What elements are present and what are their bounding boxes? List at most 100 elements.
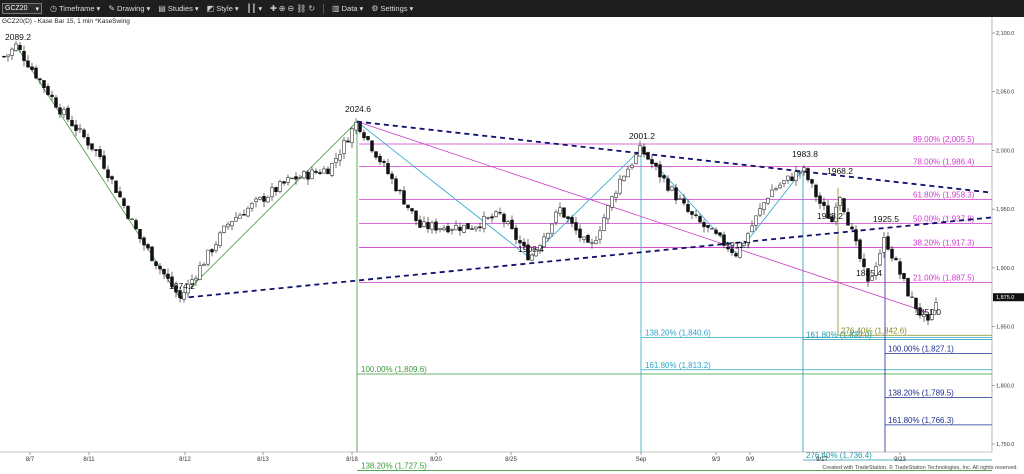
candle-body xyxy=(630,164,634,168)
chart-toolbar: GCZ20 ▾ ◷ Timeframe ▾ ✎ Drawing ▾ ▤ Stud… xyxy=(0,0,1024,17)
candle-body xyxy=(614,192,618,198)
candle-body xyxy=(746,233,750,243)
candle-body xyxy=(598,230,602,240)
candle-body xyxy=(170,276,174,287)
candle-body xyxy=(882,237,886,253)
studies-menu[interactable]: ▤ Studies ▾ xyxy=(158,4,198,13)
price-tick-label: 1,750.0 xyxy=(996,442,1014,448)
candle-body xyxy=(14,43,18,51)
candle-body xyxy=(118,191,122,198)
candle-body xyxy=(458,226,462,231)
chevron-down-icon: ▾ xyxy=(96,4,101,13)
candle-body xyxy=(54,97,58,108)
candle-body xyxy=(478,226,482,229)
candle-body xyxy=(286,177,290,183)
candle-body xyxy=(822,201,826,206)
candle-body xyxy=(426,221,430,230)
candle-body xyxy=(346,140,350,143)
swing-point-label: 1925.5 xyxy=(873,214,899,224)
candle-body xyxy=(470,228,474,230)
candle-body xyxy=(58,107,62,115)
candle-body xyxy=(102,155,106,169)
candle-body xyxy=(190,279,194,285)
candle-body xyxy=(722,234,726,246)
refresh-icon[interactable]: ↻ xyxy=(308,4,316,13)
candle-body xyxy=(414,210,418,221)
candle-body xyxy=(234,216,238,222)
candle-body xyxy=(398,189,402,192)
zoom-out-icon[interactable]: ⊖ xyxy=(287,4,295,13)
bar-type-menu[interactable]: ┃┃ ▾ xyxy=(247,4,262,13)
candle-body xyxy=(310,169,314,180)
candle-body xyxy=(486,217,490,219)
timeframe-menu[interactable]: ◷ Timeframe ▾ xyxy=(50,4,100,13)
price-tick-label: 2,100.0 xyxy=(996,31,1014,37)
pencil-icon: ✎ xyxy=(108,4,116,13)
candle-body xyxy=(730,248,734,253)
candle-body xyxy=(910,296,914,299)
candle-body xyxy=(410,208,414,212)
style-menu[interactable]: ◩ Style ▾ xyxy=(207,4,239,13)
candle-body xyxy=(602,217,606,231)
candle-body xyxy=(774,188,778,191)
candle-body xyxy=(462,224,466,233)
candle-body xyxy=(638,145,642,157)
candle-body xyxy=(394,178,398,192)
candle-body xyxy=(586,235,590,243)
data-menu[interactable]: ▥ Data ▾ xyxy=(332,4,363,13)
swing-point-label: 1874.2 xyxy=(169,281,195,291)
candle-body xyxy=(246,207,250,217)
candle-body xyxy=(174,285,178,293)
candle-body xyxy=(402,190,406,205)
fib-level-label: 100.00% (1,809.6) xyxy=(361,365,427,374)
candle-body xyxy=(738,246,742,258)
candle-body xyxy=(658,164,662,178)
candle-body xyxy=(566,216,570,219)
candle-body xyxy=(710,228,714,230)
candle-body xyxy=(154,261,158,266)
drawing-menu[interactable]: ✎ Drawing ▾ xyxy=(108,4,150,13)
resistance-trendline xyxy=(356,120,993,194)
fib-level-label: 161.80% (1,813.2) xyxy=(645,361,711,370)
candle-body xyxy=(150,246,154,262)
candle-body xyxy=(898,261,902,275)
candle-body xyxy=(782,180,786,184)
zoom-in-icon[interactable]: ⊕ xyxy=(278,4,286,13)
candle-body xyxy=(846,212,850,226)
candle-body xyxy=(662,175,666,179)
gear-icon: ⚙ xyxy=(371,4,379,13)
date-tick-label: 8/12 xyxy=(179,457,191,463)
link-icon[interactable]: ⛓ xyxy=(296,4,307,13)
candle-body xyxy=(530,254,534,261)
settings-menu[interactable]: ⚙ Settings ▾ xyxy=(371,4,413,13)
candle-body xyxy=(238,214,242,219)
fib-level-label: 78.00% (1,986.4) xyxy=(913,157,975,166)
swing-point-label: 1908.4 xyxy=(518,244,544,254)
swing-point-label: 2089.2 xyxy=(5,32,31,42)
timeframe-label: Timeframe xyxy=(58,4,95,13)
candle-body xyxy=(678,198,682,200)
candle-body xyxy=(430,222,434,230)
candle-body xyxy=(326,168,330,175)
candle-body xyxy=(306,171,310,180)
candle-body xyxy=(134,220,138,230)
date-tick-label: 9/9 xyxy=(746,457,755,463)
candle-body xyxy=(922,313,926,317)
candle-body xyxy=(802,167,806,172)
candle-body xyxy=(294,176,298,180)
candle-body xyxy=(434,221,438,231)
clock-icon: ◷ xyxy=(50,4,57,13)
candle-body xyxy=(714,229,718,234)
candle-body xyxy=(878,253,882,266)
candle-body xyxy=(254,198,258,203)
candle-body xyxy=(886,236,890,250)
candle-body xyxy=(302,171,306,179)
symbol-selector[interactable]: GCZ20 ▾ xyxy=(2,3,42,14)
price-chart[interactable]: 89.00% (2,005.5) 78.00% (1,986.4) 61.80% (… xyxy=(0,17,1024,474)
crosshair-icon[interactable]: ✚ xyxy=(270,4,277,13)
candle-body xyxy=(162,268,166,275)
candle-body xyxy=(258,196,262,200)
candle-body xyxy=(214,244,218,251)
candle-body xyxy=(198,265,202,280)
candle-body xyxy=(46,86,50,95)
